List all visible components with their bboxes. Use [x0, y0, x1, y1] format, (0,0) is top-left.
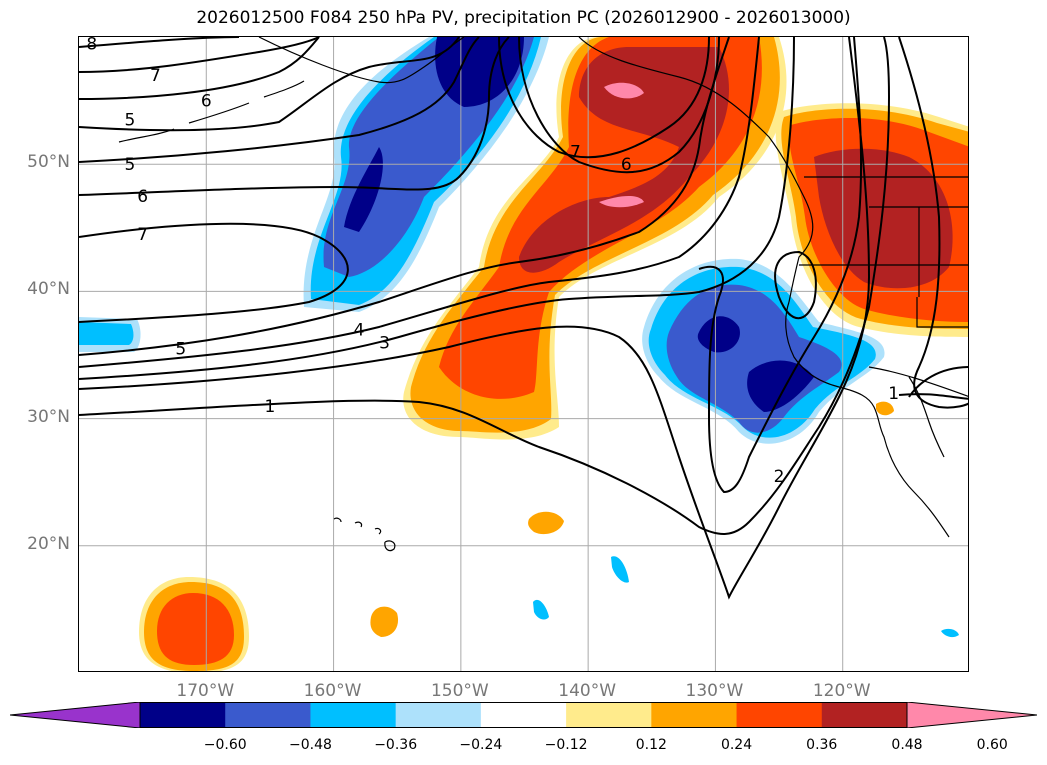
pv-contour-1: [79, 37, 891, 535]
colorbar-bin: [480, 702, 567, 728]
pv-contour-label: 5: [175, 340, 186, 360]
pv-contour-2-outer: [79, 37, 871, 600]
pv-contour-5-north: [79, 37, 460, 132]
colorbar-bin: [140, 702, 226, 728]
page-title: 2026012500 F084 250 hPa PV, precipitatio…: [196, 8, 851, 28]
colorbar-tick-label: −0.48: [288, 737, 332, 753]
lat-label-20n: 20°N: [27, 533, 70, 554]
colorbar-tick-label: 0.60: [976, 737, 1008, 753]
pv-contour-label: 8: [86, 37, 97, 54]
precip-negative-north-core2: [435, 37, 524, 107]
coast-california: [785, 301, 950, 538]
precip-negative-ca-core2: [747, 360, 814, 412]
colorbar-bin: [395, 702, 482, 728]
coast-state-4: [916, 297, 968, 328]
colorbar-tick-label: −0.12: [544, 737, 588, 753]
colorbar-bin: [651, 702, 738, 728]
colorbar-tick-label: −0.36: [374, 737, 418, 753]
colorbar-tick-label: −0.60: [203, 737, 247, 753]
precip-negative-north-core: [344, 147, 383, 232]
precip-positive-south-blob-inner: [157, 593, 234, 665]
lon-label-170w: 170°W: [176, 681, 235, 701]
colorbar-bin: [310, 702, 397, 728]
pv-contour-label: 1: [265, 397, 276, 417]
lon-label-120w: 120°W: [812, 681, 871, 701]
pv-contour-7-north: [79, 37, 320, 73]
precip-positive-small-4: [876, 401, 894, 416]
lat-label-40n: 40°N: [27, 279, 70, 300]
precip-positive-band-inner: [519, 47, 729, 273]
colorbar-tick-label: 0.36: [806, 737, 838, 753]
colorbar-extend-high: [906, 702, 1037, 728]
precip-positive-band-max2: [599, 195, 644, 208]
coast-us-border-mexico: [868, 366, 968, 397]
pv-contour-label: 6: [621, 155, 632, 175]
precip-positive-blob-east: [528, 511, 564, 535]
pv-contour-7-loop: [79, 222, 349, 323]
pv-contour-4: [79, 37, 760, 368]
pv-contour-label: 4: [354, 321, 365, 341]
pv-contour-label: 6: [201, 92, 212, 112]
pv-contour-8: [79, 37, 240, 48]
pv-contour-6-north: [79, 37, 320, 100]
lat-label-30n: 30°N: [27, 406, 70, 427]
lon-label-160w: 160°W: [303, 681, 362, 701]
pv-contour-ca-coast: [774, 250, 817, 320]
colorbar-tick-label: 0.24: [720, 737, 753, 753]
colorbar-outline: [139, 702, 908, 728]
pv-contour-label: 6: [137, 187, 148, 207]
precip-negative-ca-core: [697, 316, 740, 353]
colorbar-bin: [566, 702, 652, 728]
pv-contour-6-mid: [79, 37, 510, 196]
colorbar-bin: [821, 702, 908, 728]
lon-label-140w: 140°W: [558, 681, 617, 701]
pv-contour-label: 7: [150, 66, 161, 86]
precip-negative-small-3: [941, 628, 959, 638]
precip-negative-small-2: [611, 556, 629, 583]
precip-positive-hawaii-blob: [370, 606, 399, 637]
pv-contour-label: 5: [125, 155, 136, 175]
pv-contours: [79, 37, 968, 600]
pv-contour-7-east: [498, 37, 710, 159]
colorbar-tick-label: 0.12: [635, 737, 667, 753]
pv-contour-label: 2: [774, 467, 785, 487]
map-gridlines: [79, 37, 968, 671]
precip-negative-small-1: [533, 599, 549, 620]
colorbar-bin: [736, 702, 823, 728]
pv-contour-2-inner: [698, 37, 863, 494]
pv-contour-label: 7: [137, 225, 148, 245]
coast-bc-wa: [578, 37, 814, 303]
pv-contour-1-east: [898, 37, 968, 409]
colorbar-tick-label: −0.24: [459, 737, 503, 753]
pv-contour-5: [79, 37, 730, 356]
pv-contour-label: 5: [125, 111, 136, 131]
pv-contour-baja: [898, 366, 968, 400]
lon-label-130w: 130°W: [685, 681, 744, 701]
precip-positive-pnw-inner: [814, 148, 953, 289]
pv-contour-label: 3: [379, 333, 390, 353]
pv-contour-label: 1: [888, 384, 899, 404]
precip-negative-west-edge-inner: [79, 322, 134, 345]
lat-label-50n: 50°N: [27, 152, 70, 173]
colorbar-bin: [225, 702, 311, 728]
lon-label-150w: 150°W: [430, 681, 489, 701]
colorbar: [10, 702, 1037, 728]
pv-contour-label: 7: [570, 142, 581, 162]
coast-hawaii-1: [333, 517, 396, 552]
coast-gulf-california: [908, 376, 945, 458]
colorbar-extend-low: [10, 702, 141, 728]
pv-contour-3: [79, 37, 795, 380]
precip-positive-band-max: [604, 82, 644, 99]
pv-contour-5-mid: [79, 37, 480, 163]
colorbar-tick-label: 0.48: [891, 737, 923, 753]
